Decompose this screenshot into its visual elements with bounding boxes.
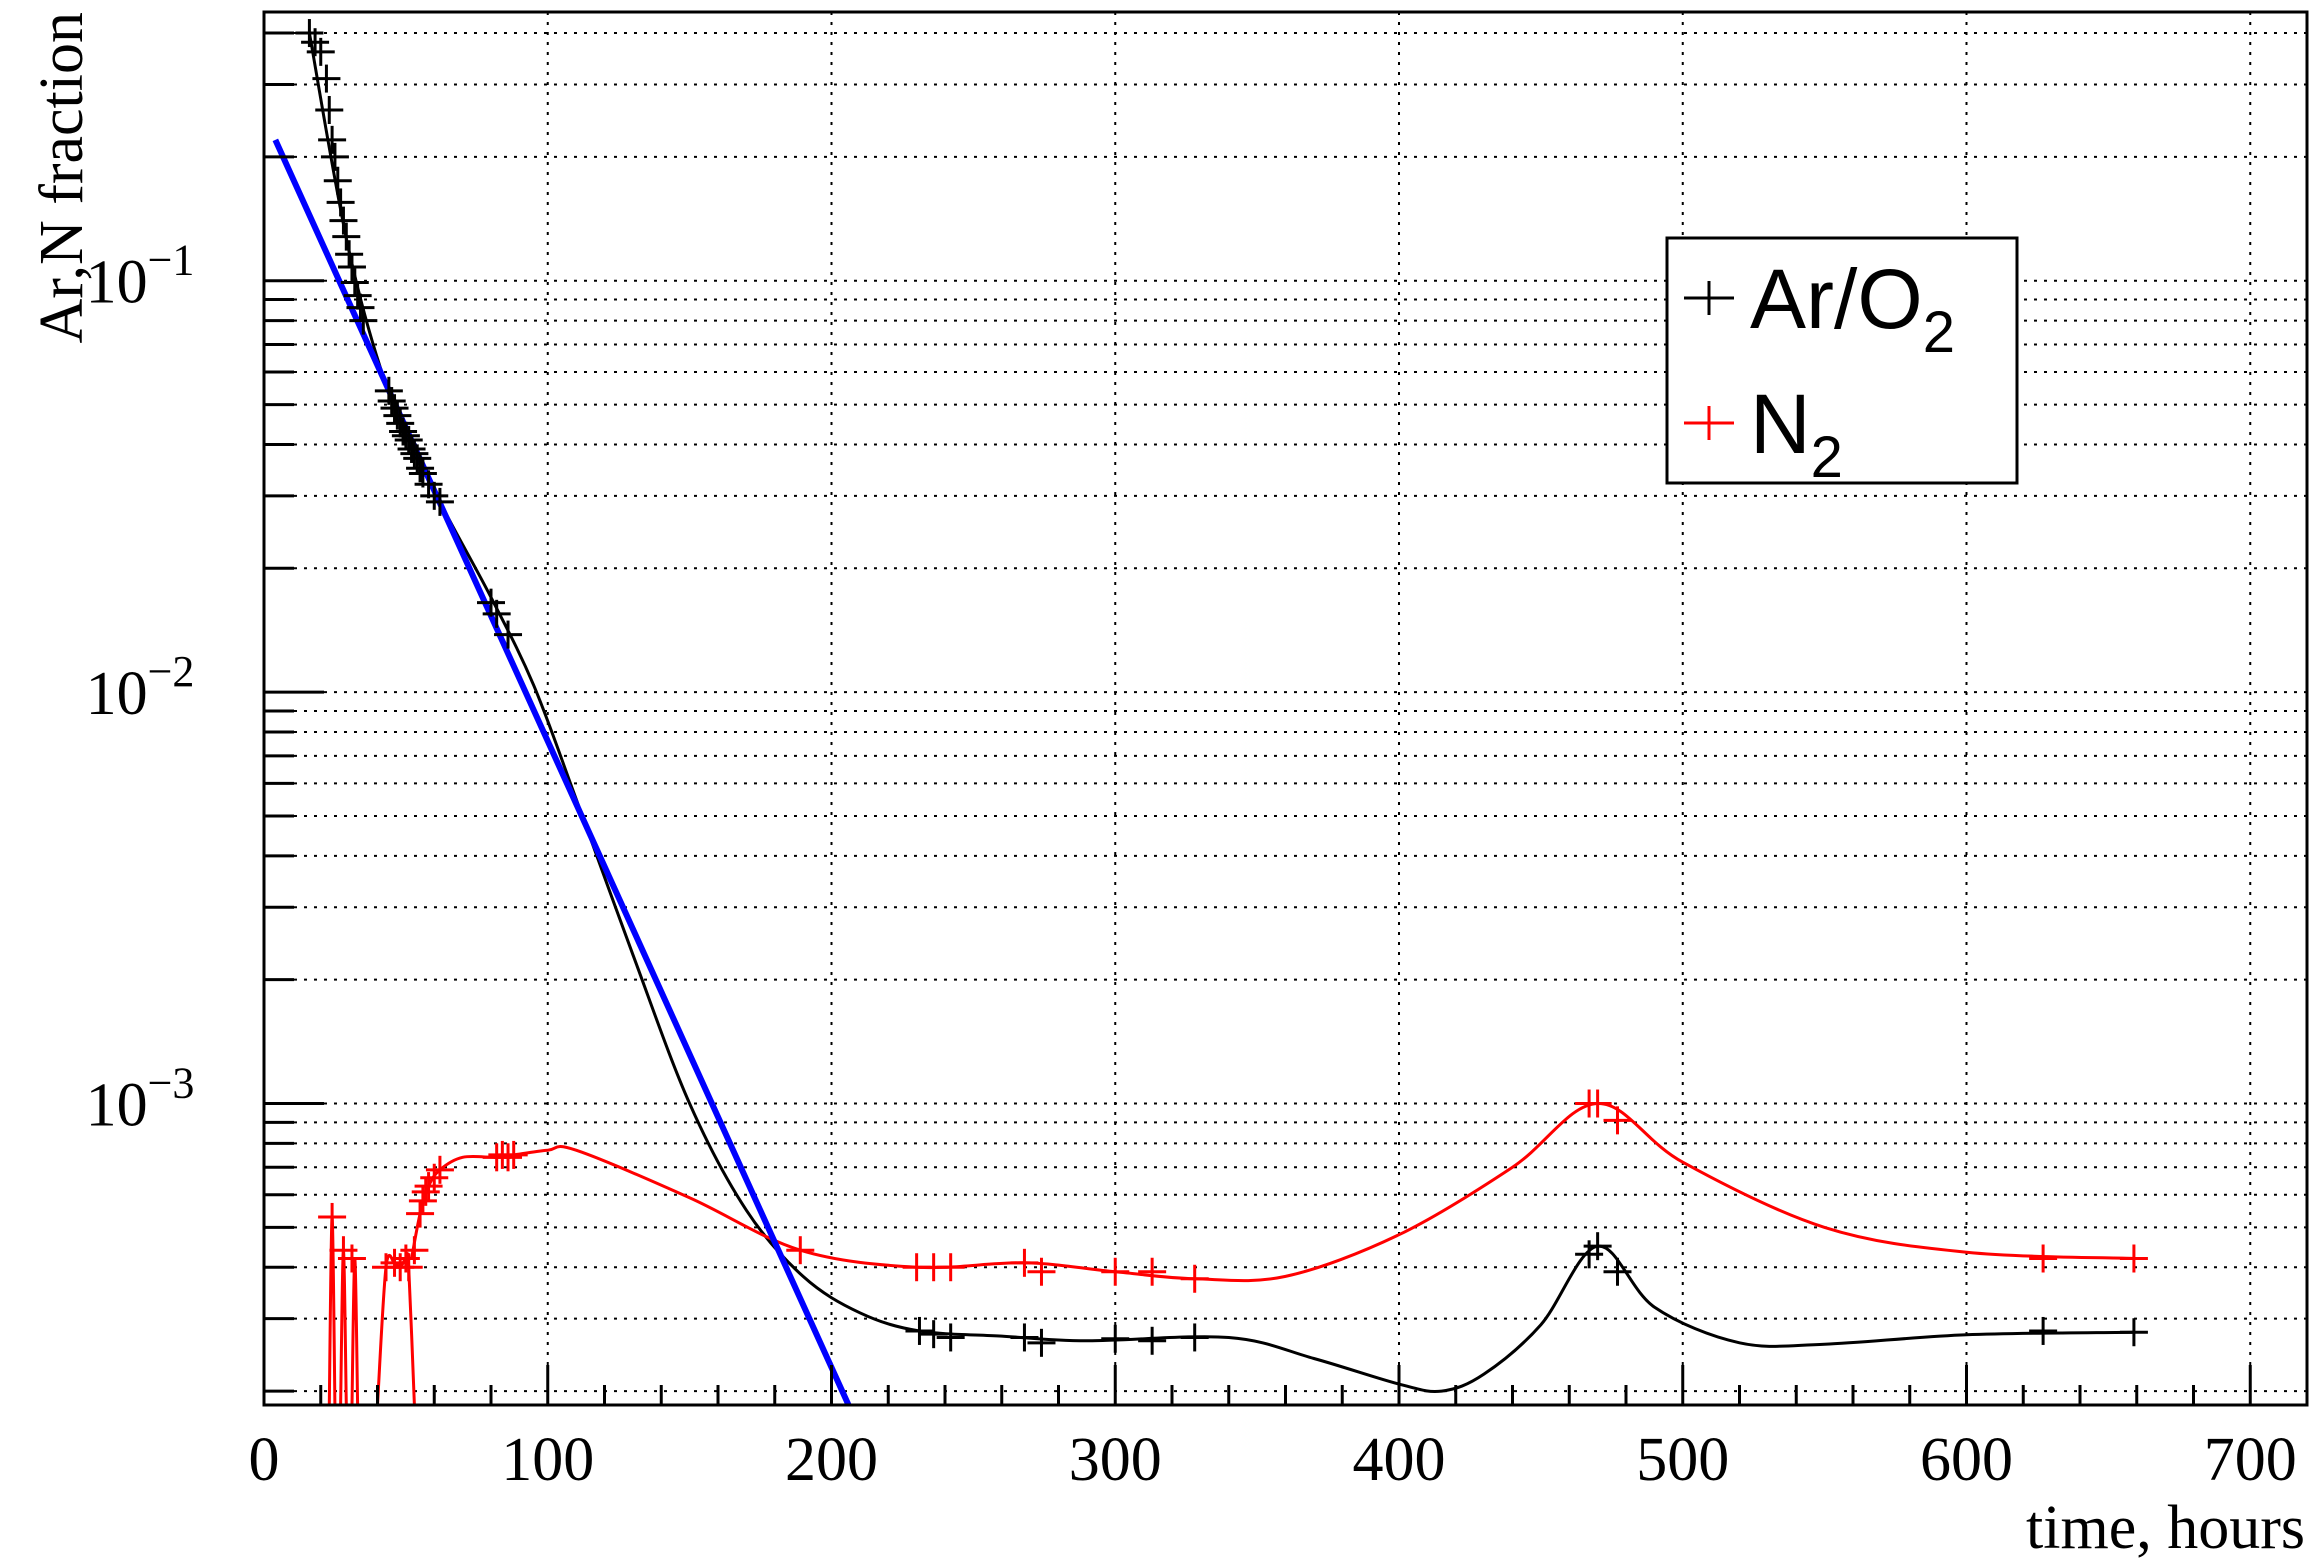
data-point-n2 bbox=[1101, 1257, 1130, 1286]
data-point-n2 bbox=[400, 1236, 429, 1265]
data-point-ar-o2 bbox=[326, 188, 355, 217]
data-point-ar-o2 bbox=[323, 166, 352, 195]
x-tick-label: 300 bbox=[1069, 1426, 1162, 1494]
data-point-ar-o2 bbox=[494, 620, 523, 649]
svg-text:Ar/O2: Ar/O2 bbox=[1750, 252, 1955, 365]
x-tick-label: 600 bbox=[1920, 1426, 2013, 1494]
data-point-ar-o2 bbox=[335, 240, 364, 269]
data-point-n2 bbox=[499, 1140, 528, 1169]
data-point-n2 bbox=[1138, 1257, 1167, 1286]
data-point-ar-o2 bbox=[2119, 1318, 2148, 1347]
y-tick-exponent: −3 bbox=[148, 1059, 195, 1108]
data-point-ar-o2 bbox=[1027, 1328, 1056, 1357]
data-point-ar-o2 bbox=[343, 281, 372, 310]
data-point-n2 bbox=[425, 1155, 454, 1184]
x-tick-label: 200 bbox=[785, 1426, 878, 1494]
data-point-ar-o2 bbox=[936, 1323, 965, 1352]
data-point-ar-o2 bbox=[380, 394, 409, 423]
data-point-ar-o2 bbox=[1101, 1324, 1130, 1353]
axis-ticks bbox=[262, 31, 2252, 1405]
legend-entry-ar-o2: Ar/O2 bbox=[1684, 252, 1955, 365]
data-point-n2 bbox=[1027, 1257, 1056, 1286]
x-tick-label: 700 bbox=[2204, 1426, 2297, 1494]
data-point-n2 bbox=[1010, 1248, 1039, 1277]
data-point-ar-o2 bbox=[425, 487, 454, 516]
legend: Ar/O2 N2 bbox=[1665, 236, 2019, 490]
legend-entry-n2: N2 bbox=[1684, 377, 1843, 490]
data-point-ar-o2 bbox=[919, 1320, 948, 1349]
series-markers bbox=[295, 19, 2148, 1357]
fit-line bbox=[272, 138, 852, 1407]
data-point-ar-o2 bbox=[1583, 1232, 1612, 1261]
y-tick-base: 10 bbox=[86, 249, 148, 317]
data-point-n2 bbox=[2029, 1244, 2058, 1273]
y-axis-title: Ar,N fraction bbox=[28, 12, 96, 344]
data-point-n2 bbox=[318, 1202, 347, 1231]
data-point-n2 bbox=[411, 1177, 440, 1206]
data-point-n2 bbox=[337, 1244, 366, 1273]
y-tick-base: 10 bbox=[86, 1072, 148, 1140]
data-point-ar-o2 bbox=[1138, 1326, 1167, 1355]
data-point-n2 bbox=[1180, 1264, 1209, 1293]
data-point-n2 bbox=[2119, 1244, 2148, 1273]
y-tick-label: 10−1 bbox=[86, 236, 195, 317]
x-tick-label: 100 bbox=[501, 1426, 594, 1494]
data-point-ar-o2 bbox=[414, 470, 443, 499]
data-point-ar-o2 bbox=[391, 421, 420, 450]
data-point-ar-o2 bbox=[306, 37, 335, 66]
y-tick-exponent: −1 bbox=[148, 236, 195, 285]
data-point-ar-o2 bbox=[346, 293, 375, 322]
data-point-ar-o2 bbox=[420, 481, 449, 510]
y-tick-label: 10−3 bbox=[86, 1059, 195, 1140]
data-point-ar-o2 bbox=[905, 1316, 934, 1345]
data-point-ar-o2 bbox=[320, 142, 349, 171]
x-axis-title: time, hours bbox=[2026, 1494, 2305, 1562]
data-point-ar-o2 bbox=[1180, 1323, 1209, 1352]
data-point-n2 bbox=[394, 1253, 423, 1282]
data-point-ar-o2 bbox=[340, 268, 369, 297]
data-point-ar-o2 bbox=[318, 125, 347, 154]
legend-label-n2: N bbox=[1750, 377, 1811, 471]
x-tick-label: 400 bbox=[1353, 1426, 1446, 1494]
data-point-ar-o2 bbox=[329, 206, 358, 235]
data-point-ar-o2 bbox=[1010, 1323, 1039, 1352]
x-tick-label: 500 bbox=[1636, 1426, 1729, 1494]
data-point-n2 bbox=[494, 1143, 523, 1172]
data-point-ar-o2 bbox=[337, 252, 366, 281]
data-point-n2 bbox=[1583, 1089, 1612, 1118]
y-tick-exponent: −2 bbox=[148, 647, 195, 696]
legend-sub-n2: 2 bbox=[1811, 425, 1843, 490]
data-point-ar-o2 bbox=[400, 439, 429, 468]
data-point-ar-o2 bbox=[332, 222, 361, 251]
legend-box bbox=[1665, 236, 2019, 485]
data-point-n2 bbox=[406, 1199, 435, 1228]
x-tick-label: 0 bbox=[249, 1426, 280, 1494]
legend-sub-ar-o2: 2 bbox=[1923, 300, 1955, 365]
data-point-n2 bbox=[380, 1248, 409, 1277]
data-point-ar-o2 bbox=[377, 387, 406, 416]
data-point-n2 bbox=[1603, 1106, 1632, 1135]
data-point-ar-o2 bbox=[477, 588, 505, 617]
data-point-ar-o2 bbox=[383, 401, 412, 430]
data-point-ar-o2 bbox=[2029, 1316, 2058, 1345]
data-point-ar-o2 bbox=[315, 96, 344, 125]
data-point-ar-o2 bbox=[349, 306, 378, 335]
data-point-ar-o2 bbox=[1603, 1257, 1632, 1286]
data-point-n2 bbox=[936, 1253, 965, 1282]
data-point-ar-o2 bbox=[312, 64, 341, 93]
y-tick-base: 10 bbox=[86, 660, 148, 728]
data-point-ar-o2 bbox=[406, 454, 435, 483]
legend-label-ar-o2: Ar/O bbox=[1750, 252, 1923, 346]
svg-text:N2: N2 bbox=[1750, 377, 1843, 490]
data-point-ar-o2 bbox=[482, 599, 511, 628]
y-tick-label: 10−2 bbox=[86, 647, 195, 728]
data-point-n2 bbox=[786, 1236, 815, 1265]
